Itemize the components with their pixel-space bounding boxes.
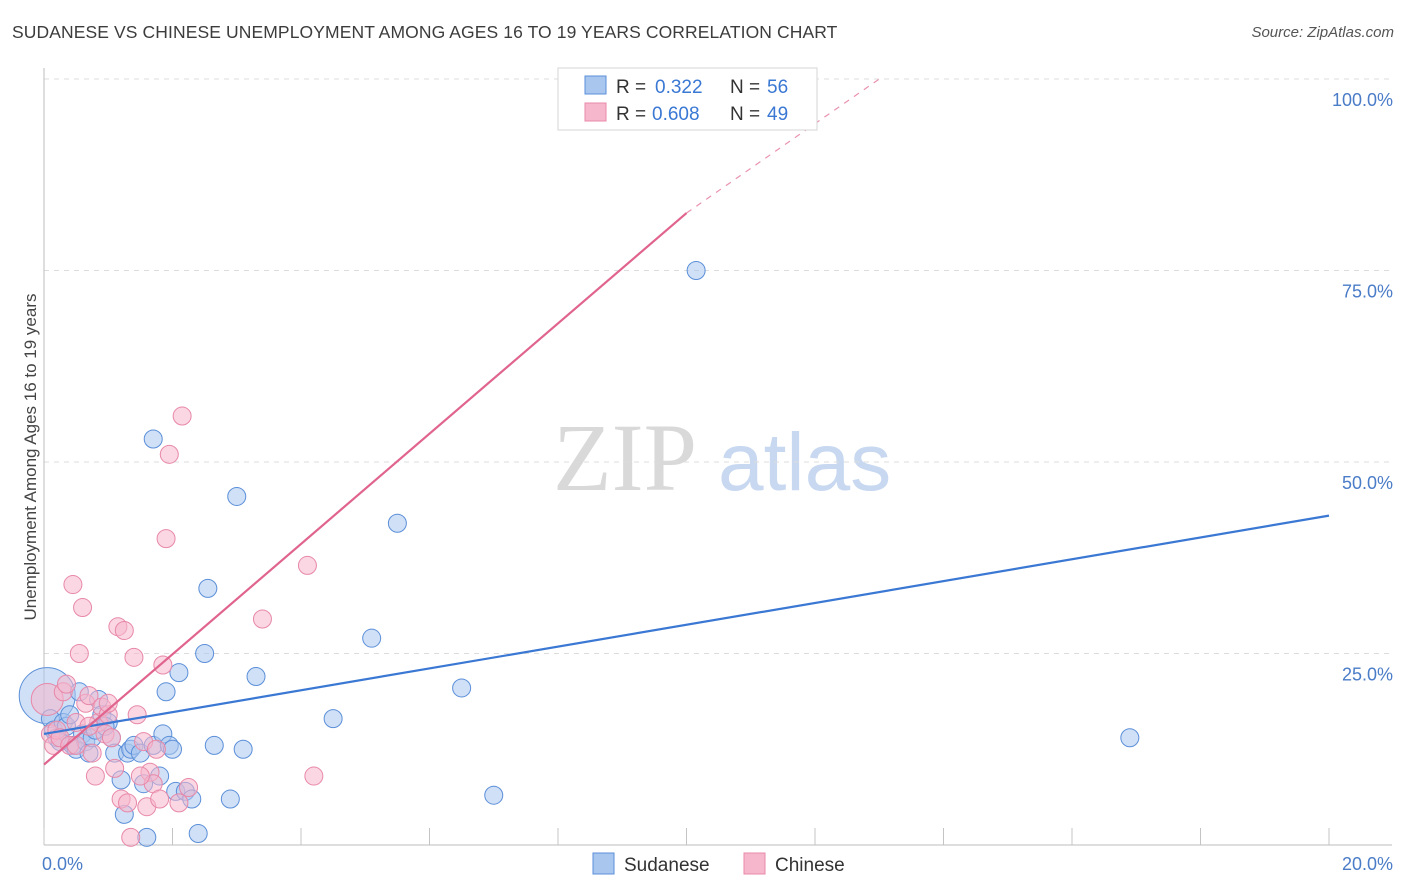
- legend-r-value-sudanese: 0.322: [655, 77, 703, 98]
- chinese-point-41: [252, 609, 272, 629]
- legend-n-label-chinese: N =: [730, 104, 760, 125]
- chinese-points: [30, 69, 578, 847]
- chinese-point-8: [63, 575, 83, 595]
- chinese-point-14: [82, 743, 102, 763]
- legend-r-value-chinese: 0.608: [652, 104, 700, 125]
- sudanese-point-47: [323, 709, 343, 729]
- chinese-point-48: [130, 766, 150, 786]
- chinese-point-6: [56, 674, 76, 694]
- chinese-point-43: [304, 766, 324, 786]
- sudanese-point-53: [1120, 728, 1140, 748]
- chinese-point-24: [114, 621, 134, 641]
- x-tick-label-0: 0.0%: [42, 854, 83, 874]
- bottom-legend-swatch-sudanese: [592, 852, 615, 875]
- legend-n-value-chinese: 49: [767, 104, 788, 125]
- sudanese-point-50: [452, 678, 472, 698]
- chinese-point-38: [169, 793, 189, 813]
- chart-title: SUDANESE VS CHINESE UNEMPLOYMENT AMONG A…: [12, 22, 838, 42]
- chinese-point-11: [73, 598, 93, 618]
- chinese-point-35: [153, 655, 173, 675]
- chinese-trend-extension: [686, 78, 880, 214]
- chinese-point-10: [69, 644, 89, 663]
- sudanese-point-52: [686, 261, 706, 280]
- bottom-legend-label-sudanese: Sudanese: [624, 855, 710, 876]
- chinese-trend-line: [43, 212, 688, 766]
- sudanese-point-51: [484, 785, 504, 805]
- chinese-point-33: [146, 739, 166, 759]
- sudanese-trend-line: [43, 514, 1330, 736]
- chinese-point-46: [98, 693, 118, 713]
- sudanese-point-27: [137, 827, 157, 847]
- sudanese-point-40: [198, 578, 218, 598]
- chinese-point-20: [101, 728, 121, 748]
- sudanese-point-41: [204, 735, 224, 755]
- watermark-zip: ZIP: [553, 404, 697, 511]
- chinese-point-45: [66, 735, 86, 755]
- chinese-point-25: [118, 793, 138, 813]
- sudanese-point-42: [220, 789, 240, 809]
- chinese-point-26: [121, 827, 141, 847]
- chinese-point-34: [150, 789, 170, 809]
- y-tick-label-1: 50.0%: [1342, 473, 1393, 493]
- chinese-point-36: [156, 529, 176, 549]
- trend-lines: [43, 78, 1330, 766]
- legend: R = 0.322 N = 56 R = 0.608 N = 49: [557, 67, 818, 131]
- y-axis-label: Unemployment Among Ages 16 to 19 years: [21, 294, 40, 621]
- x-tick-label-1: 20.0%: [1342, 854, 1393, 874]
- legend-swatch-sudanese: [584, 75, 607, 95]
- sudanese-point-49: [387, 513, 407, 533]
- legend-n-value-sudanese: 56: [767, 77, 788, 98]
- chinese-point-39: [172, 406, 192, 426]
- chinese-point-21: [105, 758, 125, 778]
- legend-r-label-sudanese: R =: [616, 77, 646, 98]
- legend-swatch-chinese: [584, 102, 607, 122]
- source-credit: Source: ZipAtlas.com: [1251, 24, 1394, 41]
- sudanese-point-46: [143, 429, 163, 449]
- sudanese-point-39: [195, 644, 215, 663]
- sudanese-point-48: [362, 628, 382, 648]
- sudanese-point-35: [169, 663, 189, 683]
- chinese-point-42: [297, 555, 317, 575]
- sudanese-point-44: [233, 739, 253, 759]
- legend-n-label-sudanese: N =: [730, 77, 760, 98]
- legend-r-label-chinese: R =: [616, 104, 646, 125]
- chinese-point-13: [79, 686, 99, 706]
- sudanese-point-45: [246, 666, 266, 686]
- bottom-legend: Sudanese Chinese: [592, 852, 845, 876]
- tick-labels: 25.0% 50.0% 75.0% 100.0% 0.0% 20.0%: [42, 90, 1393, 874]
- sudanese-point-31: [156, 682, 176, 702]
- sudanese-point-33: [163, 739, 182, 759]
- sudanese-point-38: [188, 824, 208, 844]
- bottom-legend-swatch-chinese: [743, 852, 766, 875]
- chinese-point-15: [85, 766, 105, 786]
- grid: [44, 78, 1392, 654]
- y-tick-label-0: 25.0%: [1342, 665, 1393, 685]
- y-tick-label-3: 100.0%: [1332, 90, 1393, 110]
- chinese-point-40: [179, 778, 199, 798]
- chinese-point-27: [124, 647, 144, 667]
- bottom-legend-label-chinese: Chinese: [775, 855, 845, 876]
- sudanese-points: [18, 261, 1140, 847]
- chinese-point-37: [159, 444, 179, 464]
- sudanese-point-43: [227, 486, 247, 506]
- chinese-point-28: [127, 705, 147, 725]
- y-tick-label-2: 75.0%: [1342, 282, 1393, 302]
